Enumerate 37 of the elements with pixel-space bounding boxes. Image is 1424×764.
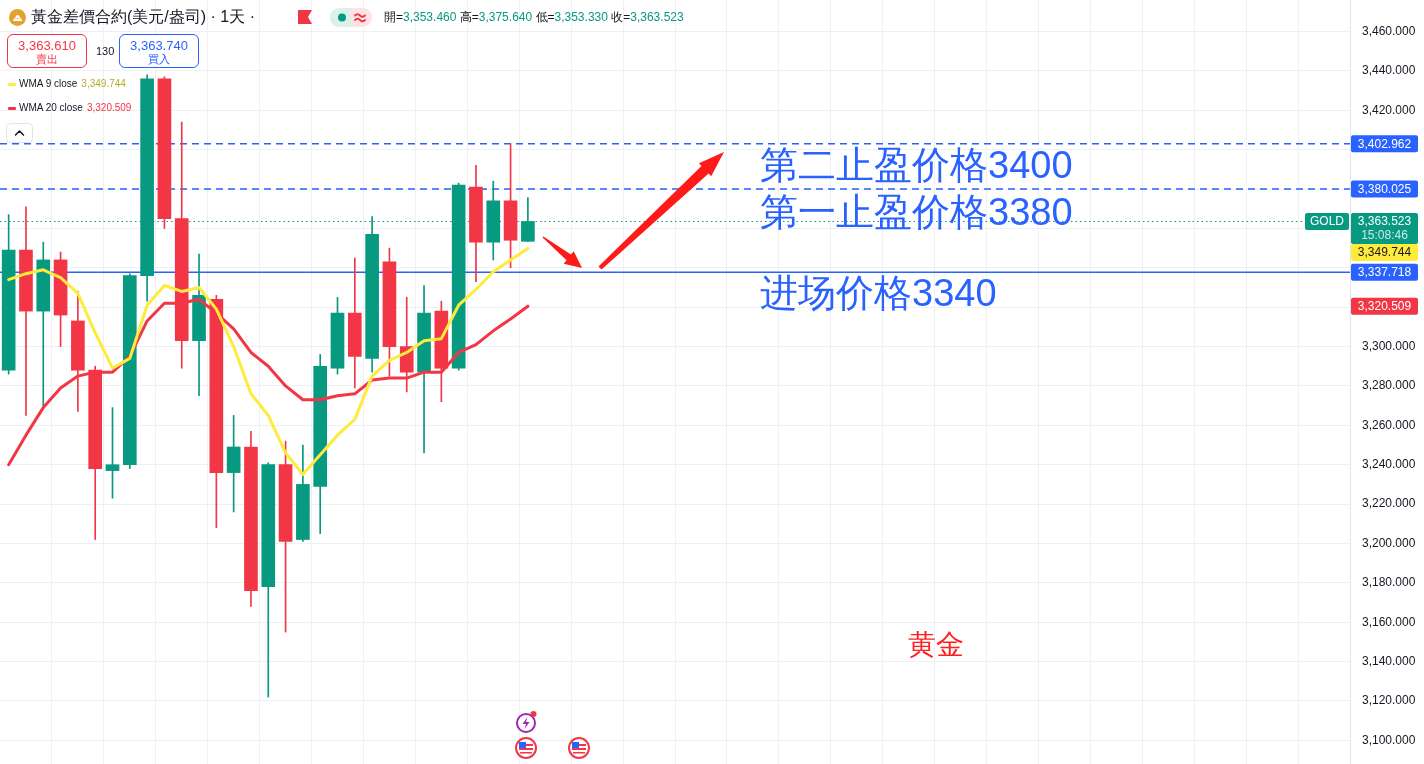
annotation: 3,320.509	[86, 102, 132, 113]
y-tick-label: 3,100.000	[1362, 732, 1416, 747]
text: 黃金差價合約(美元/盎司) · 1天 ·	[31, 7, 255, 27]
y-tick-label: 3,120.000	[1362, 693, 1416, 708]
annotation: 賣出	[35, 53, 59, 66]
ref-line-label: 3,363.523	[1357, 214, 1412, 229]
y-tick-label: 3,260.000	[1362, 417, 1416, 432]
legend-label: WMA 9 close	[19, 78, 78, 89]
y-tick-label: 3,220.000	[1362, 496, 1416, 511]
y-tick-label: 3,200.000	[1362, 535, 1416, 550]
y-tick-label: 3,280.000	[1362, 378, 1416, 393]
annotation: 買入	[147, 53, 171, 66]
y-tick-label: 3,140.000	[1362, 653, 1416, 668]
y-tick-label: 3,240.000	[1362, 457, 1416, 472]
ref-line-label: 3,402.962	[1357, 136, 1412, 151]
annotation: 3,363.610	[17, 38, 77, 53]
annotation: 黄金	[908, 629, 964, 661]
y-tick-label: 3,460.000	[1362, 23, 1416, 38]
legend-label: WMA 20 close	[19, 102, 83, 113]
text: 15:08:46	[1361, 228, 1409, 243]
annotation: 第一止盈价格3380	[760, 191, 1073, 234]
annotation: 3,363.740	[129, 38, 189, 53]
annotation: 3,349.744	[81, 78, 126, 89]
y-tick-label: 3,180.000	[1362, 575, 1416, 590]
ref-line-label: 3,337.718	[1357, 265, 1412, 280]
y-tick-label: 3,300.000	[1362, 338, 1416, 353]
ref-line-label: 3,380.025	[1357, 181, 1412, 196]
annotation: 第二止盈价格3400	[760, 144, 1073, 187]
annotation: 130	[96, 45, 115, 58]
text: 3,349.744	[1357, 245, 1412, 260]
y-tick-label: 3,420.000	[1362, 102, 1416, 117]
text: 3,320.509	[1357, 298, 1412, 313]
annotation: GOLD	[1309, 214, 1345, 229]
annotation: 进场价格3340	[760, 272, 997, 315]
y-tick-label: 3,440.000	[1362, 63, 1416, 78]
y-tick-label: 3,160.000	[1362, 614, 1416, 629]
text: 開=3,353.460 高=3,375.640 低=3,353.330 收=3,363.523	[384, 10, 684, 24]
